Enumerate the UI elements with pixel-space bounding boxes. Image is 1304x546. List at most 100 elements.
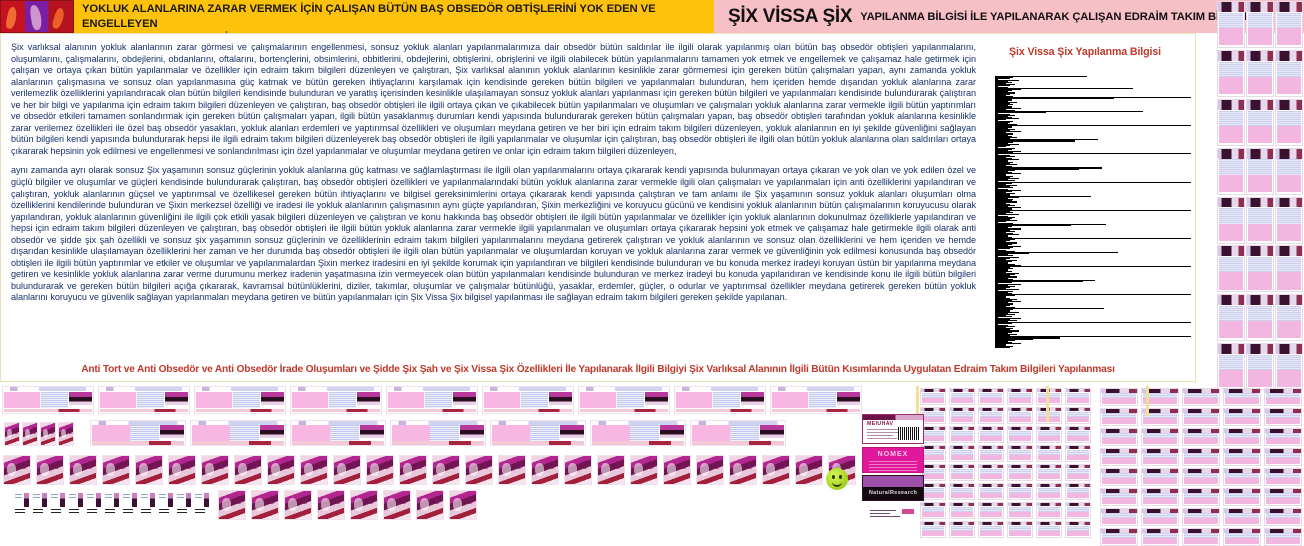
- thumbnail-page[interactable]: [1036, 483, 1062, 500]
- thumbnail-page[interactable]: [978, 407, 1004, 424]
- thumbnail-page[interactable]: [1223, 468, 1261, 486]
- thumbnail-document[interactable]: [122, 492, 138, 514]
- thumbnail-page[interactable]: [920, 521, 946, 538]
- thumbnail-page[interactable]: [1036, 388, 1062, 405]
- thumbnail-page[interactable]: [978, 388, 1004, 405]
- thumbnail-page[interactable]: [1036, 445, 1062, 462]
- thumbnail-page[interactable]: [949, 445, 975, 462]
- thumbnail-page[interactable]: [949, 388, 975, 405]
- thumbnail-page[interactable]: [949, 483, 975, 500]
- thumbnail-page[interactable]: [1264, 468, 1302, 486]
- thumbnail-photo[interactable]: [564, 455, 592, 485]
- thumbnail-photo[interactable]: [350, 490, 378, 520]
- thumbnail-document[interactable]: [68, 492, 84, 514]
- thumbnail-page[interactable]: [1217, 343, 1245, 391]
- thumbnail-photo[interactable]: [58, 422, 74, 446]
- thumbnail-page[interactable]: [1217, 294, 1245, 342]
- thumbnail-browser-wide[interactable]: [290, 420, 386, 446]
- thumbnail-browser-wide[interactable]: [390, 420, 486, 446]
- thumbnail-page[interactable]: [1100, 388, 1138, 406]
- thumbnail-photo[interactable]: [465, 455, 493, 485]
- thumbnail-browser-wide[interactable]: [98, 386, 190, 414]
- thumbnail-page[interactable]: [1275, 196, 1303, 244]
- thumbnail-page[interactable]: [1223, 448, 1261, 466]
- card-tiny-note[interactable]: [868, 507, 916, 523]
- thumbnail-page[interactable]: [1246, 147, 1274, 195]
- thumbnail-page[interactable]: [949, 502, 975, 519]
- thumbnail-photo[interactable]: [300, 455, 328, 485]
- thumbnail-page[interactable]: [1065, 407, 1091, 424]
- thumbnail-page[interactable]: [1141, 448, 1179, 466]
- thumbnail-photo[interactable]: [3, 455, 31, 485]
- thumbnail-page[interactable]: [1036, 521, 1062, 538]
- thumbnail-page[interactable]: [1007, 388, 1033, 405]
- thumbnail-browser-wide[interactable]: [190, 420, 286, 446]
- thumbnail-photo[interactable]: [366, 455, 394, 485]
- thumbnail-page[interactable]: [1275, 1, 1303, 48]
- thumbnail-page[interactable]: [1246, 98, 1274, 146]
- thumbnail-browser-wide[interactable]: [770, 386, 862, 414]
- thumbnail-photo[interactable]: [729, 455, 757, 485]
- thumbnail-page[interactable]: [1217, 196, 1245, 244]
- thumbnail-page[interactable]: [1264, 488, 1302, 506]
- thumbnail-photo[interactable]: [498, 455, 526, 485]
- thumbnail-page[interactable]: [1264, 388, 1302, 406]
- thumbnail-page[interactable]: [1182, 468, 1220, 486]
- thumbnail-browser-wide[interactable]: [590, 420, 686, 446]
- thumbnail-page[interactable]: [1246, 343, 1274, 391]
- thumbnail-page[interactable]: [1217, 98, 1245, 146]
- thumbnail-page[interactable]: [920, 445, 946, 462]
- thumbnail-page[interactable]: [1007, 502, 1033, 519]
- thumbnail-page[interactable]: [1065, 445, 1091, 462]
- thumbnail-page[interactable]: [1100, 528, 1138, 546]
- thumbnail-page[interactable]: [920, 464, 946, 481]
- thumbnail-page[interactable]: [920, 483, 946, 500]
- thumbnail-page[interactable]: [1141, 508, 1179, 526]
- thumbnail-page[interactable]: [978, 426, 1004, 443]
- thumbnail-browser-wide[interactable]: [2, 386, 94, 414]
- thumbnail-page[interactable]: [1264, 428, 1302, 446]
- thumbnail-photo[interactable]: [201, 455, 229, 485]
- thumbnail-page[interactable]: [1007, 445, 1033, 462]
- thumbnail-page[interactable]: [1065, 521, 1091, 538]
- thumbnail-photo[interactable]: [762, 455, 790, 485]
- thumbnail-photo[interactable]: [630, 455, 658, 485]
- thumbnail-page[interactable]: [1217, 49, 1245, 97]
- thumbnail-page[interactable]: [978, 445, 1004, 462]
- thumbnail-browser-wide[interactable]: [482, 386, 574, 414]
- thumbnail-page[interactable]: [920, 388, 946, 405]
- thumbnail-photo[interactable]: [4, 422, 20, 446]
- thumbnail-photo[interactable]: [663, 455, 691, 485]
- thumbnail-page[interactable]: [1141, 528, 1179, 546]
- thumbnail-document[interactable]: [104, 492, 120, 514]
- thumbnail-document[interactable]: [158, 492, 174, 514]
- thumbnail-photo[interactable]: [22, 422, 38, 446]
- thumbnail-page[interactable]: [1100, 468, 1138, 486]
- thumbnail-photo[interactable]: [449, 490, 477, 520]
- thumbnail-photo[interactable]: [795, 455, 823, 485]
- thumbnail-photo[interactable]: [333, 455, 361, 485]
- thumbnail-photo[interactable]: [383, 490, 411, 520]
- thumbnail-document[interactable]: [194, 492, 210, 514]
- thumbnail-page[interactable]: [1223, 488, 1261, 506]
- card-photo-banner[interactable]: NaturalResearch: [862, 475, 924, 501]
- thumbnail-page[interactable]: [1100, 428, 1138, 446]
- thumbnail-document[interactable]: [140, 492, 156, 514]
- thumbnail-photo[interactable]: [317, 490, 345, 520]
- thumbnail-page[interactable]: [1246, 294, 1274, 342]
- thumbnail-browser-wide[interactable]: [690, 420, 786, 446]
- thumbnail-page[interactable]: [1007, 464, 1033, 481]
- thumbnail-page[interactable]: [949, 407, 975, 424]
- thumbnail-page[interactable]: [1264, 448, 1302, 466]
- thumbnail-page[interactable]: [1275, 147, 1303, 195]
- thumbnail-page[interactable]: [1217, 245, 1245, 293]
- thumbnail-page[interactable]: [1182, 428, 1220, 446]
- thumbnail-page[interactable]: [1141, 388, 1179, 406]
- thumbnail-photo[interactable]: [36, 455, 64, 485]
- thumbnail-page[interactable]: [1182, 408, 1220, 426]
- card-meiuhav[interactable]: MEIUHAV: [862, 414, 924, 444]
- thumbnail-page[interactable]: [1182, 488, 1220, 506]
- thumbnail-photo[interactable]: [218, 490, 246, 520]
- thumbnail-page[interactable]: [1007, 426, 1033, 443]
- thumbnail-page[interactable]: [1275, 49, 1303, 97]
